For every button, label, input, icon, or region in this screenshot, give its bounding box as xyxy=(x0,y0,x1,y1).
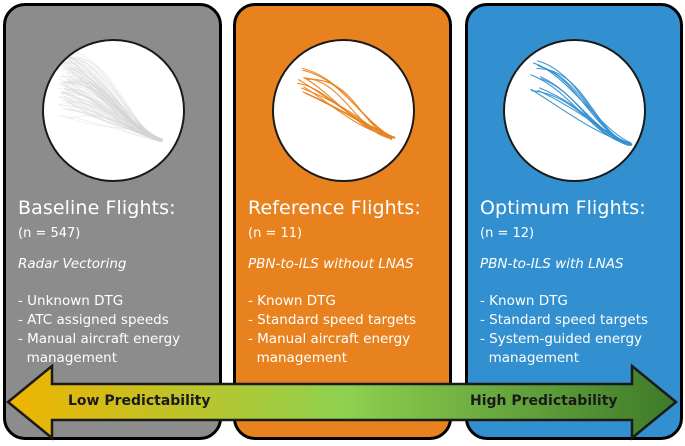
list-item: - Standard speed targets xyxy=(248,312,417,328)
trajectory-line xyxy=(63,109,163,140)
trajectory-line xyxy=(62,100,161,142)
characteristics-list: - Known DTG - Standard speed targets - S… xyxy=(480,292,648,368)
optimum-trajectory-plot xyxy=(503,39,646,182)
list-item: - Known DTG xyxy=(480,293,568,309)
baseline-trajectories xyxy=(57,50,163,143)
trajectory-line xyxy=(58,78,160,140)
reference-flights-panel: Reference Flights: (n = 11) PBN-to-ILS w… xyxy=(233,3,452,440)
trajectory-line xyxy=(532,62,632,144)
high-predictability-label: High Predictability xyxy=(470,393,618,409)
trajectory-line xyxy=(57,104,160,141)
list-item: - Manual aircraft energy xyxy=(18,331,181,347)
procedure-method: PBN-to-ILS with LNAS xyxy=(480,256,624,272)
low-predictability-label: Low Predictability xyxy=(68,393,211,409)
panel-title: Optimum Flights: xyxy=(480,197,646,219)
list-item: management xyxy=(480,350,580,366)
trajectory-line xyxy=(62,85,160,142)
reference-trajectory-plot xyxy=(271,39,415,182)
trajectory-line xyxy=(536,67,632,144)
reference-trajectories xyxy=(296,67,395,141)
list-item: - Standard speed targets xyxy=(480,312,649,328)
trajectory-line xyxy=(60,92,161,142)
baseline-trajectory-plot xyxy=(41,39,185,182)
list-item: - Known DTG xyxy=(248,293,336,309)
flight-count: (n = 12) xyxy=(480,226,535,241)
flight-count: (n = 11) xyxy=(248,226,303,241)
characteristics-list: - Known DTG - Standard speed targets - M… xyxy=(248,292,416,368)
trajectory-line xyxy=(537,65,631,144)
panel-title: Baseline Flights: xyxy=(18,197,176,219)
trajectory-line xyxy=(301,91,394,138)
list-item: - ATC assigned speeds xyxy=(18,312,169,328)
procedure-method: PBN-to-ILS without LNAS xyxy=(248,256,414,272)
list-item: management xyxy=(248,350,348,366)
trajectory-line xyxy=(530,74,629,145)
optimum-trajectories xyxy=(530,60,633,146)
trajectory-line xyxy=(63,88,160,140)
trajectory-line xyxy=(302,77,392,140)
panel-title: Reference Flights: xyxy=(248,197,421,219)
list-item: - Unknown DTG xyxy=(18,293,124,309)
optimum-flights-panel: Optimum Flights: (n = 12) PBN-to-ILS wit… xyxy=(465,3,683,440)
flight-count: (n = 547) xyxy=(18,226,81,241)
trajectory-line xyxy=(301,67,393,139)
trajectory-line xyxy=(304,92,393,139)
list-item: management xyxy=(18,350,118,366)
trajectory-line xyxy=(305,78,393,138)
list-item: - Manual aircraft energy xyxy=(248,331,411,347)
trajectory-line xyxy=(530,88,630,144)
baseline-flights-panel: Baseline Flights: (n = 547) Radar Vector… xyxy=(3,3,222,440)
procedure-method: Radar Vectoring xyxy=(18,256,127,272)
characteristics-list: - Unknown DTG - ATC assigned speeds - Ma… xyxy=(18,292,180,368)
list-item: - System-guided energy xyxy=(480,331,643,347)
